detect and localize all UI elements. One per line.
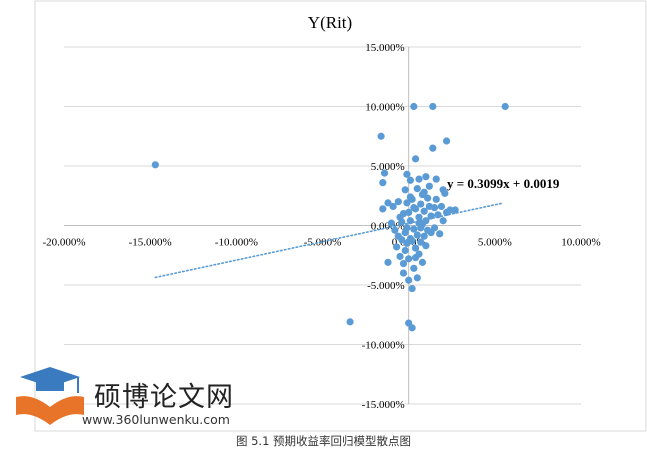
x-tick-label: -10.000% — [215, 237, 258, 249]
data-point — [403, 224, 411, 232]
y-tick-label: 15.000% — [365, 42, 404, 54]
data-point — [408, 324, 416, 332]
data-point — [434, 211, 442, 219]
data-point — [411, 155, 420, 163]
data-point — [422, 217, 430, 225]
data-point — [430, 224, 439, 232]
data-point — [420, 232, 428, 240]
data-points — [151, 102, 509, 332]
data-point — [432, 175, 440, 183]
y-tick-label: -15.000% — [362, 399, 405, 411]
data-point — [401, 186, 409, 194]
data-point — [401, 246, 409, 255]
data-point — [410, 204, 418, 212]
y-tick-label: 5.000% — [371, 161, 405, 173]
data-point — [422, 242, 430, 250]
data-point — [384, 258, 392, 266]
data-point — [418, 258, 427, 266]
data-point — [408, 284, 416, 293]
data-point — [391, 226, 399, 234]
data-point — [151, 161, 159, 169]
data-point — [430, 204, 439, 212]
data-point — [420, 207, 428, 215]
y-tick-label: -10.000% — [362, 340, 405, 352]
data-point — [399, 269, 408, 277]
data-point — [399, 259, 408, 268]
trendline-line — [154, 202, 505, 279]
data-point — [405, 208, 413, 217]
data-point — [396, 252, 404, 261]
data-point — [379, 205, 387, 213]
data-point — [406, 193, 414, 201]
x-tick-label: 10.000% — [561, 237, 600, 249]
data-point — [415, 175, 423, 183]
y-tick-label: 10.000% — [365, 102, 404, 114]
data-point — [413, 274, 421, 282]
data-point — [394, 198, 402, 206]
watermark-url: www.360lunwenku.com — [82, 412, 230, 427]
data-point — [439, 217, 447, 225]
x-tick-label: 5.000% — [478, 237, 512, 249]
data-point — [346, 318, 354, 326]
chart-title: Y(Rit) — [308, 13, 352, 32]
data-point — [403, 170, 411, 178]
data-point — [422, 173, 430, 181]
y-tick-label: -5.000% — [367, 280, 405, 292]
data-point — [411, 244, 420, 252]
watermark-logo: 硕博论文网 www.360lunwenku.com — [12, 363, 262, 433]
data-point — [441, 189, 449, 197]
data-point — [405, 255, 413, 263]
data-point — [408, 237, 416, 245]
data-point — [442, 137, 451, 145]
data-point — [413, 185, 421, 193]
data-point — [425, 182, 433, 190]
data-point — [403, 199, 411, 207]
data-point — [415, 213, 423, 221]
data-point — [411, 254, 420, 262]
data-point — [410, 225, 418, 233]
data-point — [413, 231, 421, 239]
x-tick-label: -20.000% — [42, 237, 85, 249]
x-tick-label: -15.000% — [129, 237, 172, 249]
data-point — [420, 188, 428, 196]
logo-mark-icon — [16, 367, 84, 425]
data-point — [429, 102, 437, 111]
data-point — [429, 144, 437, 152]
data-point — [405, 276, 413, 284]
data-point — [410, 102, 418, 111]
data-point — [501, 102, 509, 111]
data-point — [384, 199, 392, 207]
data-point — [451, 206, 459, 214]
data-point — [379, 179, 387, 187]
data-point — [406, 217, 414, 225]
figure-caption: 图 5.1 预期收益率回归模型散点图 — [235, 434, 412, 448]
data-point — [387, 219, 396, 227]
data-point — [417, 200, 425, 208]
data-point — [437, 202, 446, 211]
data-point — [417, 238, 425, 246]
data-point — [410, 264, 418, 272]
chart-border — [34, 0, 647, 432]
data-point — [436, 230, 444, 238]
watermark-name: 硕博论文网 — [94, 382, 234, 413]
data-point — [393, 243, 401, 251]
data-point — [446, 206, 454, 214]
data-point — [398, 236, 406, 244]
data-point — [432, 195, 440, 203]
data-point — [380, 169, 389, 177]
data-point — [389, 202, 397, 211]
data-point — [377, 132, 385, 140]
trendline — [154, 202, 505, 279]
scatter-chart: Y(Rit) -20.000%-15.000%-10.000%-5.000%0.… — [34, 0, 647, 432]
data-point — [424, 194, 432, 202]
data-point — [406, 176, 414, 184]
trendline-equation: y = 0.3099x + 0.0019 — [447, 176, 560, 191]
